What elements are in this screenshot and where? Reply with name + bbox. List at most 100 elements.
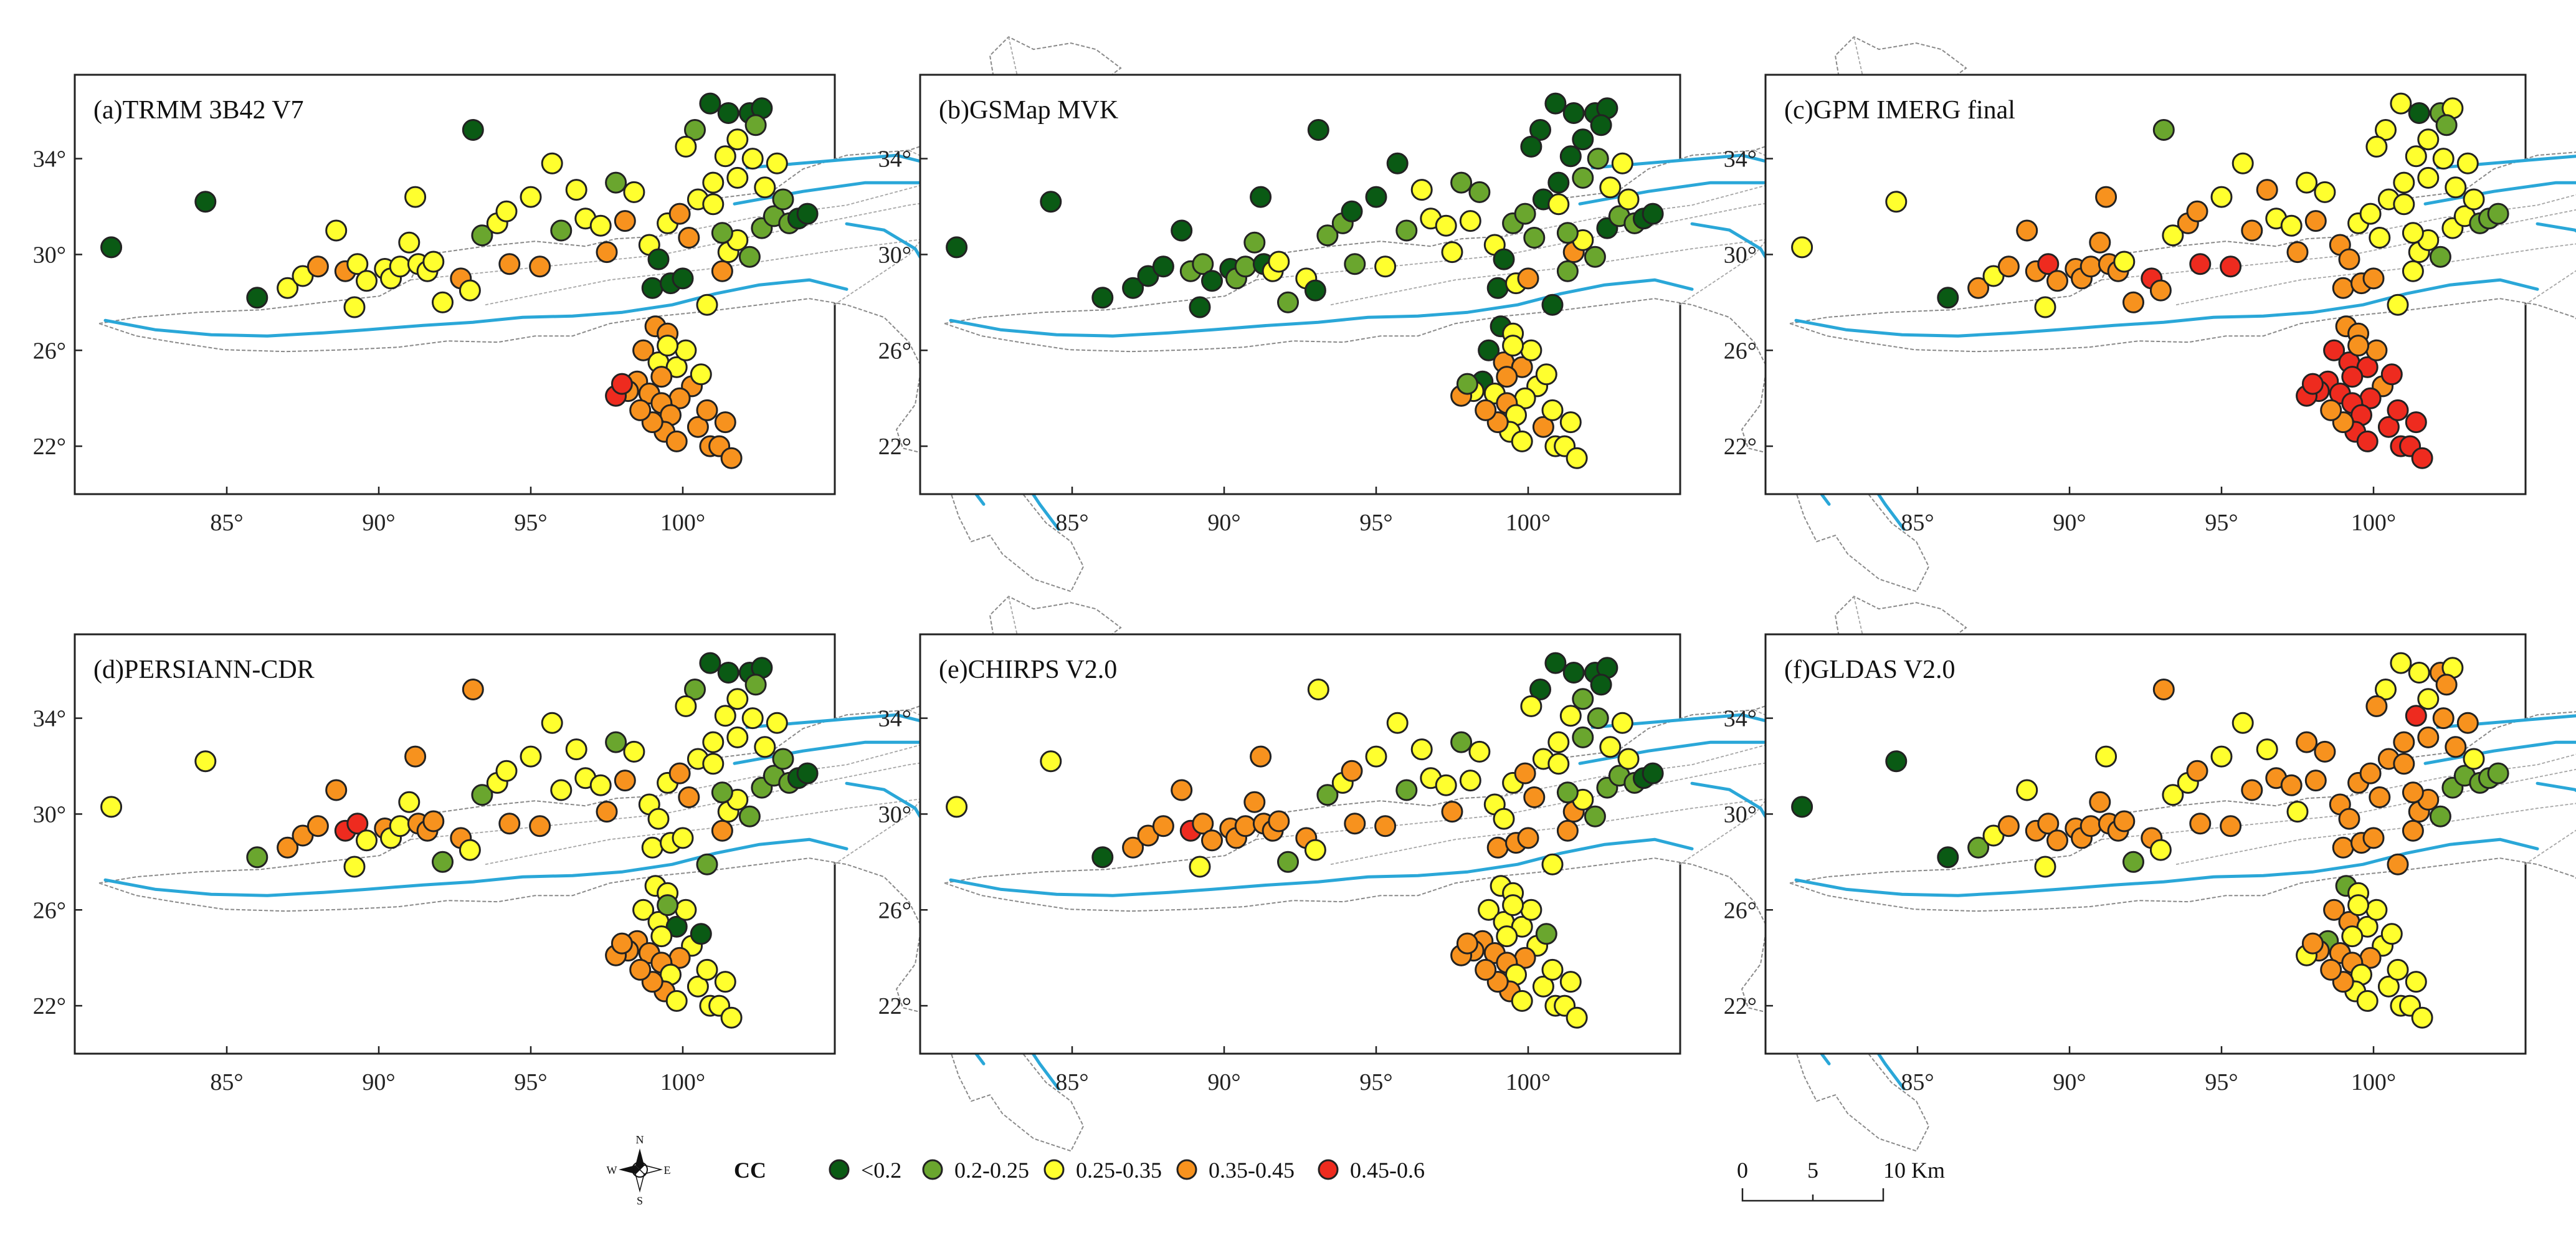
station-marker — [2186, 200, 2208, 222]
station-marker — [1642, 203, 1664, 225]
station-marker — [2387, 853, 2409, 875]
station-marker — [2402, 260, 2424, 282]
lon-tick-label: 90° — [362, 1069, 395, 1095]
station-marker — [2016, 779, 2038, 801]
station-marker — [946, 236, 968, 259]
station-marker — [2359, 203, 2382, 225]
station-marker — [1478, 899, 1500, 921]
station-marker — [1386, 152, 1409, 174]
station-marker — [2079, 815, 2102, 837]
station-marker — [325, 219, 348, 242]
lat-tick-label: 30° — [33, 242, 66, 268]
station-marker — [2301, 932, 2324, 955]
station-marker — [2338, 808, 2360, 830]
lon-tick-label: 90° — [1207, 510, 1240, 536]
station-marker — [356, 829, 378, 852]
station-marker — [1599, 736, 1622, 758]
station-marker — [675, 135, 697, 158]
station-marker — [2347, 335, 2370, 357]
station-marker — [1374, 255, 1397, 278]
station-marker — [1562, 102, 1585, 124]
station-marker — [1559, 411, 1582, 434]
station-marker — [1514, 762, 1536, 784]
station-marker — [1456, 373, 1478, 395]
station-marker — [459, 279, 481, 302]
station-marker — [1122, 277, 1144, 299]
station-marker — [726, 128, 749, 151]
lat-tick-label: 30° — [878, 242, 911, 268]
station-marker — [717, 662, 739, 684]
station-marker — [1523, 227, 1546, 249]
station-marker — [1541, 958, 1564, 981]
station-marker — [1304, 279, 1326, 302]
legend-swatch — [1318, 1159, 1339, 1180]
lat-tick-label: 34° — [33, 146, 66, 173]
station-marker — [641, 836, 663, 859]
station-marker — [459, 839, 481, 861]
station-marker — [1642, 762, 1664, 784]
station-marker — [1234, 255, 1257, 278]
station-marker — [672, 267, 694, 290]
station-marker — [772, 188, 794, 211]
station-marker — [1243, 231, 1266, 254]
station-marker — [629, 399, 652, 421]
station-marker — [2408, 662, 2430, 684]
lon-tick-label: 90° — [362, 510, 395, 536]
station-marker — [717, 102, 739, 124]
station-marker — [1587, 148, 1609, 170]
lon-tick-label: 85° — [1055, 510, 1088, 536]
station-marker — [665, 356, 688, 378]
station-marker — [2356, 989, 2379, 1012]
station-marker — [2487, 762, 2509, 784]
station-marker — [699, 92, 721, 115]
station-marker — [2405, 971, 2427, 993]
station-marker — [1435, 214, 1457, 237]
scale-label-10km: 10 Km — [1883, 1158, 1945, 1183]
station-marker — [529, 815, 551, 837]
station-marker — [1520, 695, 1542, 717]
station-marker — [647, 808, 670, 830]
scale-label-5: 5 — [1807, 1158, 1818, 1183]
station-marker — [2356, 356, 2379, 378]
station-marker — [398, 231, 421, 254]
station-marker — [1937, 846, 1959, 869]
station-marker — [702, 193, 725, 216]
station-marker — [1192, 253, 1214, 275]
station-marker — [714, 705, 736, 727]
station-marker — [2463, 748, 2485, 770]
station-marker — [1511, 989, 1533, 1012]
station-marker — [2338, 248, 2360, 270]
station-marker — [711, 260, 733, 282]
station-marker — [2320, 958, 2342, 981]
station-marker — [675, 695, 697, 717]
station-marker — [1572, 726, 1594, 748]
lat-tick-label: 26° — [33, 338, 66, 364]
station-marker — [647, 248, 670, 270]
station-marker — [1316, 784, 1339, 806]
station-marker — [614, 770, 636, 792]
station-marker — [2079, 255, 2102, 278]
station-marker — [1459, 770, 1481, 792]
station-marker — [2296, 171, 2318, 194]
station-marker — [2220, 815, 2242, 837]
station-marker — [2405, 411, 2427, 434]
station-marker — [529, 255, 551, 278]
station-marker — [2341, 366, 2364, 388]
station-marker — [2037, 813, 2060, 835]
station-marker — [1234, 815, 1257, 837]
station-marker — [2189, 253, 2212, 275]
lat-tick-label: 22° — [1724, 434, 1757, 460]
lon-tick-label: 100° — [660, 1069, 705, 1095]
station-marker — [1307, 119, 1329, 141]
station-marker — [2016, 219, 2038, 242]
station-marker — [2387, 293, 2409, 316]
station-marker — [1386, 712, 1409, 734]
station-marker — [1277, 851, 1299, 873]
station-marker — [2122, 291, 2144, 313]
station-marker — [614, 210, 636, 232]
station-marker — [2280, 214, 2303, 237]
station-marker — [2301, 373, 2324, 395]
lon-tick-label: 100° — [1506, 510, 1551, 536]
station-marker — [2323, 339, 2345, 361]
station-marker — [766, 152, 788, 174]
